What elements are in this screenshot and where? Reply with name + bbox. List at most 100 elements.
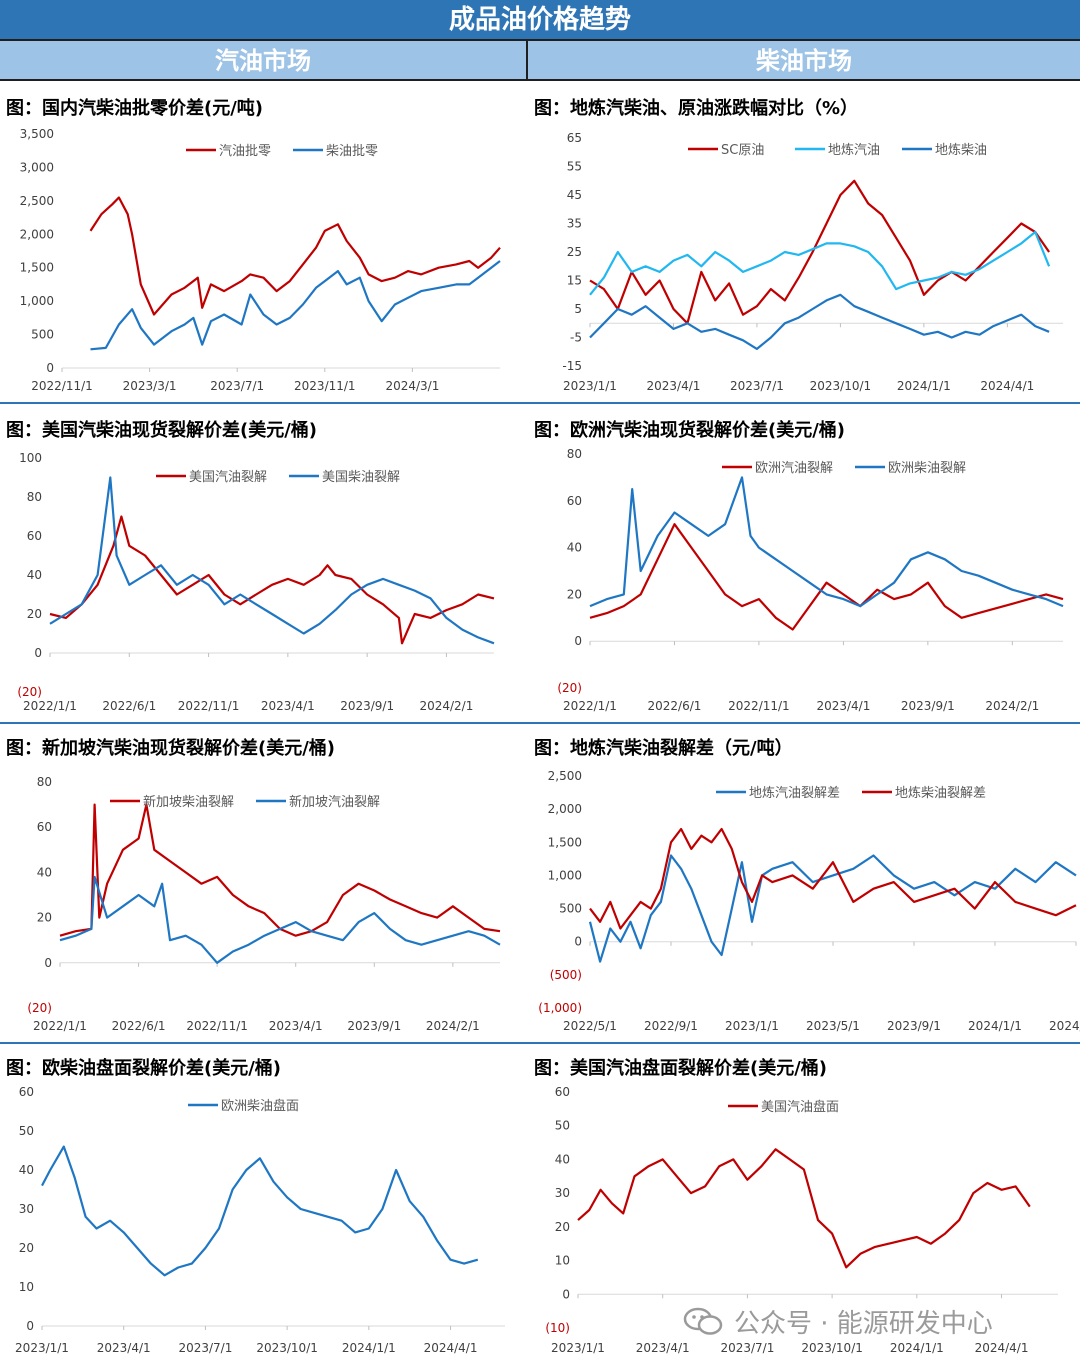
y-tick-label: (500) xyxy=(550,968,582,982)
chart-local-refinery-crack-spread: 图：地炼汽柴油裂解差（元/吨） (1,000) (500) 0 500 1,000 1,5… xyxy=(528,728,1080,1042)
y-tick-label: 0 xyxy=(574,634,582,648)
legend-label: 新加坡柴油裂解 xyxy=(143,794,234,810)
legend-label: 欧洲柴油盘面 xyxy=(221,1098,299,1114)
row-divider xyxy=(0,722,1080,724)
series-line xyxy=(589,827,1077,930)
y-tick-label: 2,500 xyxy=(548,769,582,783)
y-tick-label: 50 xyxy=(555,1119,570,1133)
y-tick-label: 2,000 xyxy=(20,227,54,241)
x-tick-label: 2022/11/1 xyxy=(178,699,240,713)
y-tick-label: -15 xyxy=(562,359,582,373)
series-line xyxy=(577,1148,1031,1269)
x-tick-label: 2023/9/1 xyxy=(901,699,955,713)
legend-label: 地炼柴油裂解差 xyxy=(895,786,986,801)
y-tick-label: 0 xyxy=(44,956,52,970)
legend-label: 欧洲柴油裂解 xyxy=(888,461,966,476)
x-tick-label: 2022/1/1 xyxy=(33,1019,87,1033)
row-divider xyxy=(0,402,1080,404)
x-tick-label: 2022/1/1 xyxy=(563,699,617,713)
y-tick-label: 60 xyxy=(27,529,42,543)
y-tick-label: 0 xyxy=(34,646,42,660)
x-tick-label: 2022/9/1 xyxy=(644,1019,698,1033)
legend-label: 柴油批零 xyxy=(326,144,378,159)
x-tick-label: 2023/10/1 xyxy=(256,1341,318,1355)
chart-title: 图：新加坡汽柴油现货裂解价差(美元/桶) xyxy=(6,738,336,759)
chart-us-spot-crack-spread: 图：美国汽柴油现货裂解价差(美元/桶) (20) 0 20 40 60 80 100 2022… xyxy=(0,410,528,722)
x-tick-label: 2024/4/1 xyxy=(980,379,1034,393)
x-tick-label: 2022/11/1 xyxy=(728,699,790,713)
series-line xyxy=(589,476,1064,608)
chart-svg: (1,000) (500) 0 500 1,000 1,500 2,000 2,500 2022… xyxy=(538,769,1080,1033)
y-tick-label: 20 xyxy=(27,607,42,621)
x-tick-label: 2024/4/1 xyxy=(424,1341,478,1355)
chart-europe-spot-crack-spread: 图：欧洲汽柴油现货裂解价差(美元/桶) (20) 0 20 40 60 80 2022/1/… xyxy=(528,410,1080,722)
x-tick-label: 2022/6/1 xyxy=(648,699,702,713)
y-tick-label: 0 xyxy=(562,1287,570,1301)
x-tick-label: 2024/5/1 xyxy=(1049,1019,1080,1033)
y-tick-label: 80 xyxy=(37,775,52,789)
y-tick-label: 5 xyxy=(574,302,582,316)
chart-title: 图：地炼汽柴油、原油涨跌幅对比（%） xyxy=(534,98,859,119)
y-tick-label: 1,000 xyxy=(20,294,54,308)
y-tick-label: 40 xyxy=(19,1163,34,1177)
x-tick-label: 2023/7/1 xyxy=(210,379,264,393)
y-tick-label: 3,000 xyxy=(20,160,54,174)
x-tick-label: 2023/3/1 xyxy=(123,379,177,393)
y-tick-label: 20 xyxy=(567,587,582,601)
series-line xyxy=(588,854,1077,963)
y-tick-label: 60 xyxy=(567,494,582,508)
series-line xyxy=(49,515,495,645)
x-tick-label: 2023/5/1 xyxy=(806,1019,860,1033)
chart-singapore-spot-crack-spread: 图：新加坡汽柴油现货裂解价差(美元/桶) (20) 0 20 40 60 80 2022/1… xyxy=(0,728,528,1042)
y-tick-label: 55 xyxy=(567,160,582,174)
x-tick-label: 2023/7/1 xyxy=(720,1341,774,1355)
x-tick-label: 2023/1/1 xyxy=(563,379,617,393)
y-tick-label: 0 xyxy=(46,361,54,375)
y-tick-label: (20) xyxy=(17,685,42,699)
x-tick-label: 2023/1/1 xyxy=(725,1019,779,1033)
legend-label: 美国汽油裂解 xyxy=(189,470,267,485)
y-tick-label: 40 xyxy=(555,1152,570,1166)
y-tick-label: 2,500 xyxy=(20,194,54,208)
x-tick-label: 2024/1/1 xyxy=(968,1019,1022,1033)
y-tick-label: 1,000 xyxy=(548,868,582,882)
series-line xyxy=(41,1145,479,1277)
row-divider xyxy=(0,1042,1080,1044)
x-tick-label: 2022/5/1 xyxy=(563,1019,617,1033)
legend-label: 欧洲汽油裂解 xyxy=(755,461,833,476)
x-tick-label: 2024/2/1 xyxy=(985,699,1039,713)
x-tick-label: 2023/11/1 xyxy=(294,379,356,393)
series-line xyxy=(589,523,1064,631)
y-tick-label: 80 xyxy=(27,490,42,504)
series-line xyxy=(589,230,1051,296)
y-tick-label: 100 xyxy=(19,451,42,465)
y-tick-label: 50 xyxy=(19,1124,34,1138)
legend-label: 地炼汽油 xyxy=(828,143,880,158)
y-tick-label: 35 xyxy=(567,217,582,231)
x-tick-label: 2023/4/1 xyxy=(816,699,870,713)
legend-label: 新加坡汽油裂解 xyxy=(289,794,380,810)
x-tick-label: 2022/11/1 xyxy=(186,1019,248,1033)
y-tick-label: (20) xyxy=(557,681,582,695)
y-tick-label: (10) xyxy=(545,1321,570,1335)
y-tick-label: 40 xyxy=(567,541,582,555)
x-tick-label: 2023/9/1 xyxy=(340,699,394,713)
x-tick-label: 2023/7/1 xyxy=(730,379,784,393)
y-tick-label: 40 xyxy=(37,865,52,879)
x-tick-label: 2022/6/1 xyxy=(112,1019,166,1033)
legend-label: SC原油 xyxy=(721,143,764,158)
series-line xyxy=(59,803,501,937)
chart-title: 图：欧洲汽柴油现货裂解价差(美元/桶) xyxy=(534,420,846,441)
y-tick-label: 500 xyxy=(31,328,54,342)
x-tick-label: 2022/11/1 xyxy=(31,379,93,393)
y-tick-label: 1,500 xyxy=(20,261,54,275)
x-tick-label: 2023/7/1 xyxy=(178,1341,232,1355)
y-tick-label: 20 xyxy=(19,1241,34,1255)
x-tick-label: 2023/4/1 xyxy=(261,699,315,713)
chart-title: 图：美国汽油盘面裂解价差(美元/桶) xyxy=(534,1058,828,1079)
y-tick-label: (20) xyxy=(27,1001,52,1015)
x-tick-label: 2024/1/1 xyxy=(342,1341,396,1355)
page-title: 成品油价格趋势 xyxy=(0,0,1080,41)
y-tick-label: 65 xyxy=(567,131,582,145)
legend-label: 美国柴油裂解 xyxy=(322,470,400,485)
